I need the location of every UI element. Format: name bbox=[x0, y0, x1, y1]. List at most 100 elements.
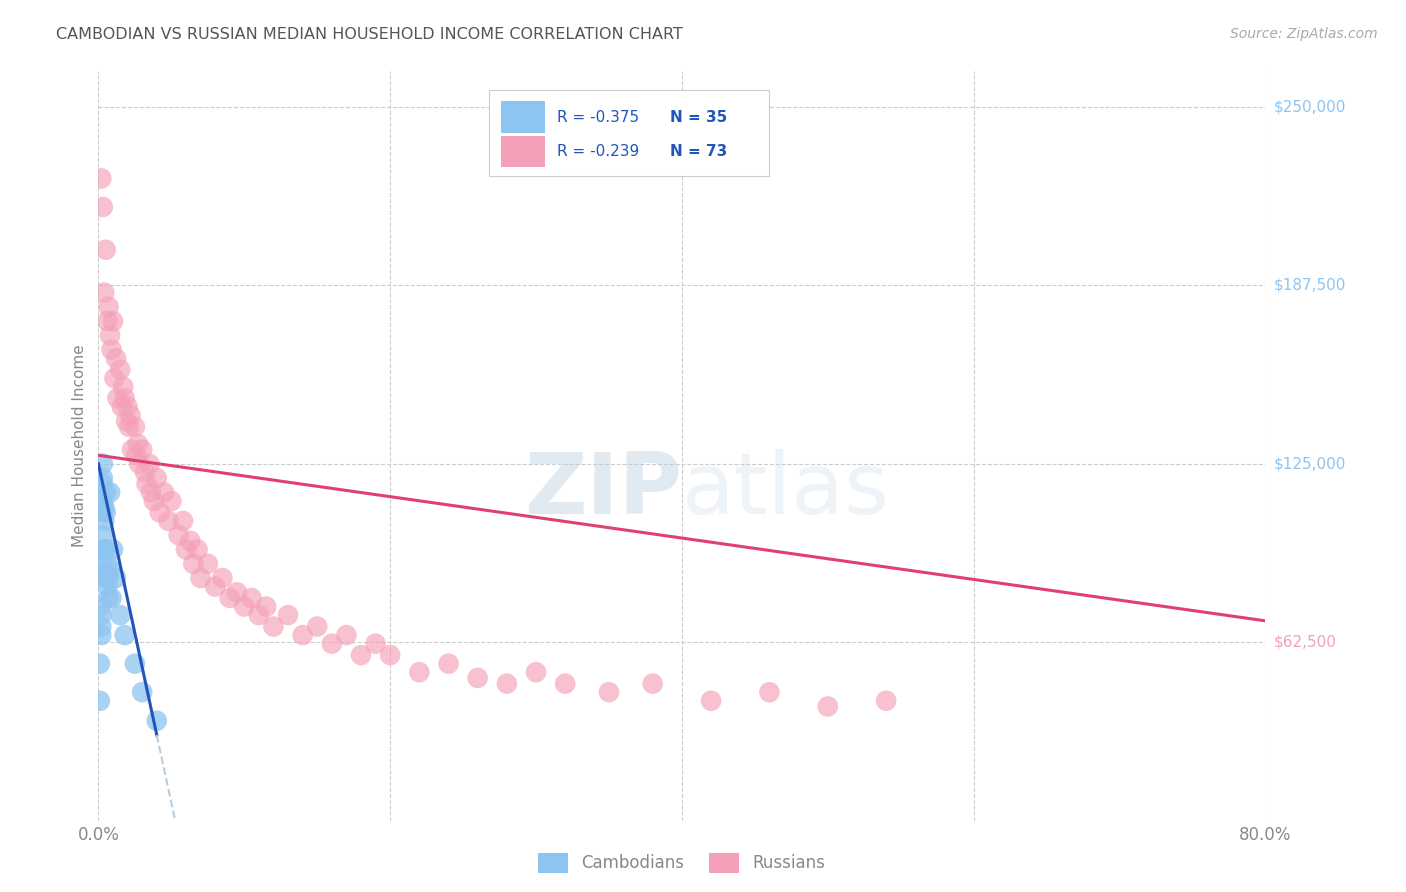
Point bbox=[91, 200, 114, 214]
Point bbox=[262, 619, 284, 633]
Point bbox=[135, 476, 157, 491]
Point bbox=[226, 585, 249, 599]
Point bbox=[153, 485, 176, 500]
Point bbox=[131, 442, 153, 457]
Point bbox=[218, 591, 240, 605]
Text: N = 35: N = 35 bbox=[671, 110, 727, 125]
Point bbox=[105, 391, 128, 405]
Point bbox=[190, 571, 212, 585]
Point bbox=[124, 419, 146, 434]
Point bbox=[291, 628, 314, 642]
Point bbox=[117, 400, 139, 414]
Point bbox=[115, 414, 138, 428]
Point bbox=[197, 557, 219, 571]
Point bbox=[93, 542, 115, 557]
Point bbox=[104, 571, 127, 585]
Point bbox=[112, 380, 135, 394]
Point bbox=[90, 619, 112, 633]
Point bbox=[174, 542, 197, 557]
Point bbox=[128, 457, 150, 471]
Point bbox=[97, 300, 120, 314]
Text: R = -0.239: R = -0.239 bbox=[557, 144, 640, 159]
Point bbox=[240, 591, 263, 605]
Point bbox=[91, 494, 114, 508]
Legend: Cambodians, Russians: Cambodians, Russians bbox=[531, 847, 832, 880]
Point bbox=[89, 657, 111, 671]
Point bbox=[118, 419, 141, 434]
Point bbox=[321, 637, 343, 651]
Point bbox=[121, 442, 143, 457]
Point bbox=[758, 685, 780, 699]
Point bbox=[91, 562, 114, 576]
Point bbox=[700, 694, 723, 708]
Point bbox=[94, 243, 117, 257]
Point bbox=[93, 514, 115, 528]
Bar bbox=[501, 102, 546, 133]
Point bbox=[91, 457, 114, 471]
Bar bbox=[501, 136, 546, 168]
Text: $62,500: $62,500 bbox=[1274, 635, 1337, 649]
Point bbox=[93, 285, 115, 300]
Point bbox=[233, 599, 256, 614]
Point bbox=[89, 694, 111, 708]
Point bbox=[101, 314, 124, 328]
Point bbox=[91, 528, 114, 542]
Point bbox=[91, 476, 114, 491]
Text: $250,000: $250,000 bbox=[1274, 100, 1346, 114]
Point bbox=[307, 619, 329, 633]
Point bbox=[524, 665, 547, 680]
Text: Source: ZipAtlas.com: Source: ZipAtlas.com bbox=[1230, 27, 1378, 41]
Point bbox=[496, 676, 519, 690]
Point bbox=[179, 533, 201, 548]
Point bbox=[90, 608, 112, 623]
Point bbox=[98, 562, 121, 576]
Point bbox=[408, 665, 430, 680]
Point bbox=[104, 351, 127, 366]
Point bbox=[94, 542, 117, 557]
Point bbox=[94, 485, 117, 500]
Point bbox=[149, 505, 172, 519]
Point bbox=[254, 599, 277, 614]
Point bbox=[114, 628, 136, 642]
Point bbox=[100, 343, 122, 357]
Point bbox=[114, 391, 136, 405]
Point bbox=[96, 314, 118, 328]
Point bbox=[91, 542, 114, 557]
Point bbox=[138, 457, 160, 471]
Y-axis label: Median Household Income: Median Household Income bbox=[72, 344, 87, 548]
Point bbox=[91, 471, 114, 485]
Text: atlas: atlas bbox=[682, 450, 890, 533]
Text: $187,500: $187,500 bbox=[1274, 278, 1346, 293]
Point bbox=[247, 608, 270, 623]
Point bbox=[90, 599, 112, 614]
Point bbox=[467, 671, 489, 685]
Point bbox=[204, 580, 226, 594]
Point bbox=[380, 648, 402, 662]
FancyBboxPatch shape bbox=[489, 90, 769, 177]
Text: $125,000: $125,000 bbox=[1274, 457, 1346, 471]
Point bbox=[139, 485, 162, 500]
Point bbox=[93, 571, 115, 585]
Point bbox=[160, 494, 183, 508]
Point bbox=[101, 542, 124, 557]
Point bbox=[110, 362, 132, 376]
Point bbox=[146, 471, 169, 485]
Point bbox=[98, 328, 121, 343]
Point bbox=[91, 505, 114, 519]
Point bbox=[146, 714, 169, 728]
Point bbox=[277, 608, 299, 623]
Point bbox=[167, 528, 190, 542]
Text: CAMBODIAN VS RUSSIAN MEDIAN HOUSEHOLD INCOME CORRELATION CHART: CAMBODIAN VS RUSSIAN MEDIAN HOUSEHOLD IN… bbox=[56, 27, 683, 42]
Text: R = -0.375: R = -0.375 bbox=[557, 110, 640, 125]
Point bbox=[97, 571, 120, 585]
Point bbox=[93, 500, 115, 514]
Point bbox=[364, 637, 387, 651]
Point bbox=[111, 400, 134, 414]
Point bbox=[598, 685, 620, 699]
Point bbox=[211, 571, 233, 585]
Point bbox=[103, 371, 125, 385]
Point bbox=[131, 685, 153, 699]
Point bbox=[96, 557, 118, 571]
Point bbox=[96, 580, 118, 594]
Point bbox=[335, 628, 357, 642]
